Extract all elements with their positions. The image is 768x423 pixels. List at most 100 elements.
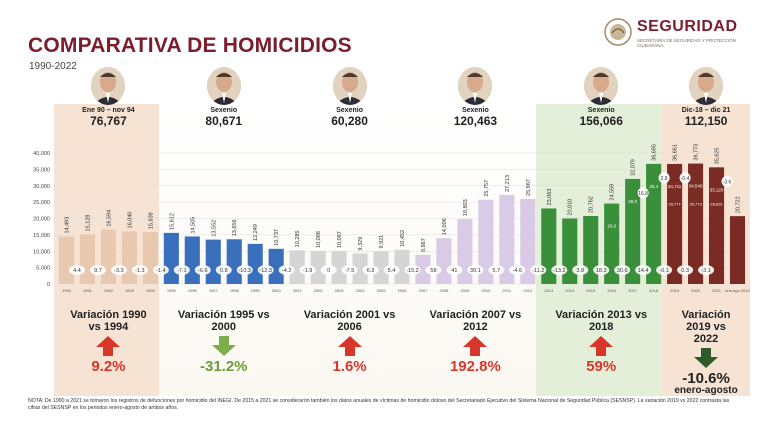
x-tick-label: 2013 bbox=[544, 288, 554, 293]
x-tick-label: 1998 bbox=[230, 288, 240, 293]
president-portrait-icon bbox=[91, 67, 126, 105]
period-header: Sexenio 156,066 bbox=[551, 107, 651, 128]
bar-2019 bbox=[667, 163, 683, 284]
page-title: COMPARATIVA DE HOMICIDIOS bbox=[28, 34, 352, 57]
bar-2018 bbox=[646, 163, 662, 284]
pct-change-label: -6.6 bbox=[198, 268, 207, 274]
x-tick-label: 2006 bbox=[398, 288, 408, 293]
x-tick-label: 2004 bbox=[356, 288, 366, 293]
x-tick-label: 2010 bbox=[481, 288, 491, 293]
bar-2000 bbox=[268, 248, 284, 284]
pct-change-label: -1.3 bbox=[135, 268, 144, 274]
variation-title: Variación 2013 vs 2018 bbox=[555, 309, 648, 333]
sesnsp-pct-marker bbox=[658, 172, 670, 184]
bar-value-label: 35,625 bbox=[715, 148, 721, 165]
pct-change-label: -11.2 bbox=[532, 268, 544, 274]
president-portrait-icon bbox=[458, 67, 493, 105]
period-label: Sexenio bbox=[461, 107, 489, 114]
pct-change-label: -7.1 bbox=[177, 268, 186, 274]
pct-change-label: -3.3 bbox=[114, 268, 123, 274]
sesnsp-value-label: 28,4 bbox=[649, 184, 658, 189]
bar-value-label: 20,010 bbox=[568, 199, 574, 216]
x-tick-label: 1996 bbox=[188, 288, 198, 293]
bar-2021 bbox=[708, 167, 725, 284]
x-tick-label: 1992 bbox=[104, 288, 114, 293]
period-header: Ene 90 – nov 94 76,767 bbox=[58, 107, 158, 128]
bar-value-label: 36,661 bbox=[673, 144, 679, 161]
bar-2020 bbox=[688, 163, 704, 284]
pct-change-marker bbox=[698, 265, 715, 275]
x-tick-label: 2005 bbox=[377, 288, 387, 293]
pct-change-marker bbox=[68, 265, 85, 275]
sesnsp-pct-marker bbox=[637, 187, 649, 199]
bar-2012 bbox=[520, 198, 536, 284]
pct-change-label: 5.4 bbox=[388, 268, 396, 274]
pct-change-label: 3.8 bbox=[576, 268, 584, 274]
bar-value-label: 10,452 bbox=[400, 230, 406, 247]
pct-change-marker bbox=[572, 265, 589, 275]
bar-1995 bbox=[163, 232, 179, 284]
pct-change-label: 18.3 bbox=[596, 268, 607, 274]
period-total: 112,150 bbox=[684, 114, 728, 128]
x-tick-label: 2016 bbox=[607, 288, 617, 293]
pct-change-marker bbox=[551, 265, 568, 275]
x-tick-label: 2000 bbox=[272, 288, 282, 293]
logo-text: SEGURIDAD bbox=[637, 18, 738, 35]
sesnsp-pct-label: -0.4 bbox=[681, 176, 690, 182]
x-tick-label: 2011 bbox=[503, 288, 512, 293]
bar-value-label: 16,040 bbox=[127, 212, 133, 229]
pct-change-label: -7.5 bbox=[345, 268, 354, 274]
variation-box: Variación 1990 vs 1994 9.2% bbox=[56, 309, 161, 375]
bar-2017 bbox=[625, 178, 641, 284]
variation-value: -10.6% bbox=[682, 370, 730, 387]
bar-1997 bbox=[205, 239, 221, 284]
bar-value-label: 10,737 bbox=[274, 229, 280, 246]
x-tick-label: 1995 bbox=[167, 288, 177, 293]
pct-change-marker bbox=[509, 265, 526, 275]
x-tick-label: 2014 bbox=[565, 288, 575, 293]
pct-change-marker bbox=[89, 265, 106, 275]
period-total: 120,463 bbox=[453, 114, 498, 128]
sesnsp-sub-label: 28,691 bbox=[710, 201, 723, 206]
sesnsp-pct-label: 16.8 bbox=[638, 191, 648, 197]
pct-change-label: 30.1 bbox=[470, 268, 481, 274]
x-tick-label: 2018 bbox=[649, 288, 659, 293]
logo-subtext: SECRETARÍA DE SEGURIDAD Y PROTECCIÓN CIU… bbox=[637, 38, 737, 48]
bar-value-label: 12,249 bbox=[253, 224, 259, 241]
sesnsp-sub-label: 29,777 bbox=[668, 201, 681, 206]
pct-change-label: -10.3 bbox=[238, 268, 251, 274]
pct-change-marker bbox=[194, 265, 211, 275]
pct-change-label: -3.1 bbox=[701, 268, 710, 274]
bar-value-label: 36,773 bbox=[694, 144, 700, 161]
bar-value-label: 20,722 bbox=[736, 196, 742, 213]
x-tick-label: 2015 bbox=[586, 288, 596, 293]
pct-change-marker bbox=[215, 265, 232, 275]
period-label: Sexenio bbox=[587, 107, 615, 114]
variation-title: Variación 2001 vs 2006 bbox=[303, 309, 396, 333]
bar-enero-agosto 2022 bbox=[729, 216, 746, 284]
pct-change-label: 0 bbox=[327, 268, 330, 274]
bar-value-label: 36,685 bbox=[652, 144, 658, 161]
sesnsp-value-label: 33,120 bbox=[710, 187, 724, 192]
y-tick-label: 35,000 bbox=[33, 167, 50, 173]
bar-value-label: 24,559 bbox=[610, 184, 616, 201]
pct-change-label: 0.8 bbox=[220, 268, 228, 274]
bar-value-label: 13,552 bbox=[211, 220, 217, 237]
variation-box: Variación 2007 vs 2012 192.8% bbox=[412, 309, 538, 375]
bar-value-label: 14,505 bbox=[190, 217, 196, 234]
sesnsp-pct-marker bbox=[679, 172, 691, 184]
y-tick-label: 15,000 bbox=[33, 233, 50, 239]
bar-value-label: 10,088 bbox=[316, 231, 322, 248]
sesnsp-pct-marker bbox=[721, 175, 733, 187]
pct-change-label: -13.2 bbox=[553, 268, 566, 274]
pct-change-marker bbox=[110, 265, 127, 275]
x-tick-label: 2009 bbox=[460, 288, 470, 293]
bar-value-label: 19,803 bbox=[463, 199, 469, 216]
period-header: Sexenio 80,671 bbox=[174, 107, 274, 128]
arrow-down-icon bbox=[211, 336, 236, 356]
bar-value-label: 10,285 bbox=[295, 230, 301, 247]
bar-1990 bbox=[58, 236, 75, 284]
x-tick-label: 2007 bbox=[419, 288, 429, 293]
bar-value-label: 8,867 bbox=[421, 238, 427, 252]
